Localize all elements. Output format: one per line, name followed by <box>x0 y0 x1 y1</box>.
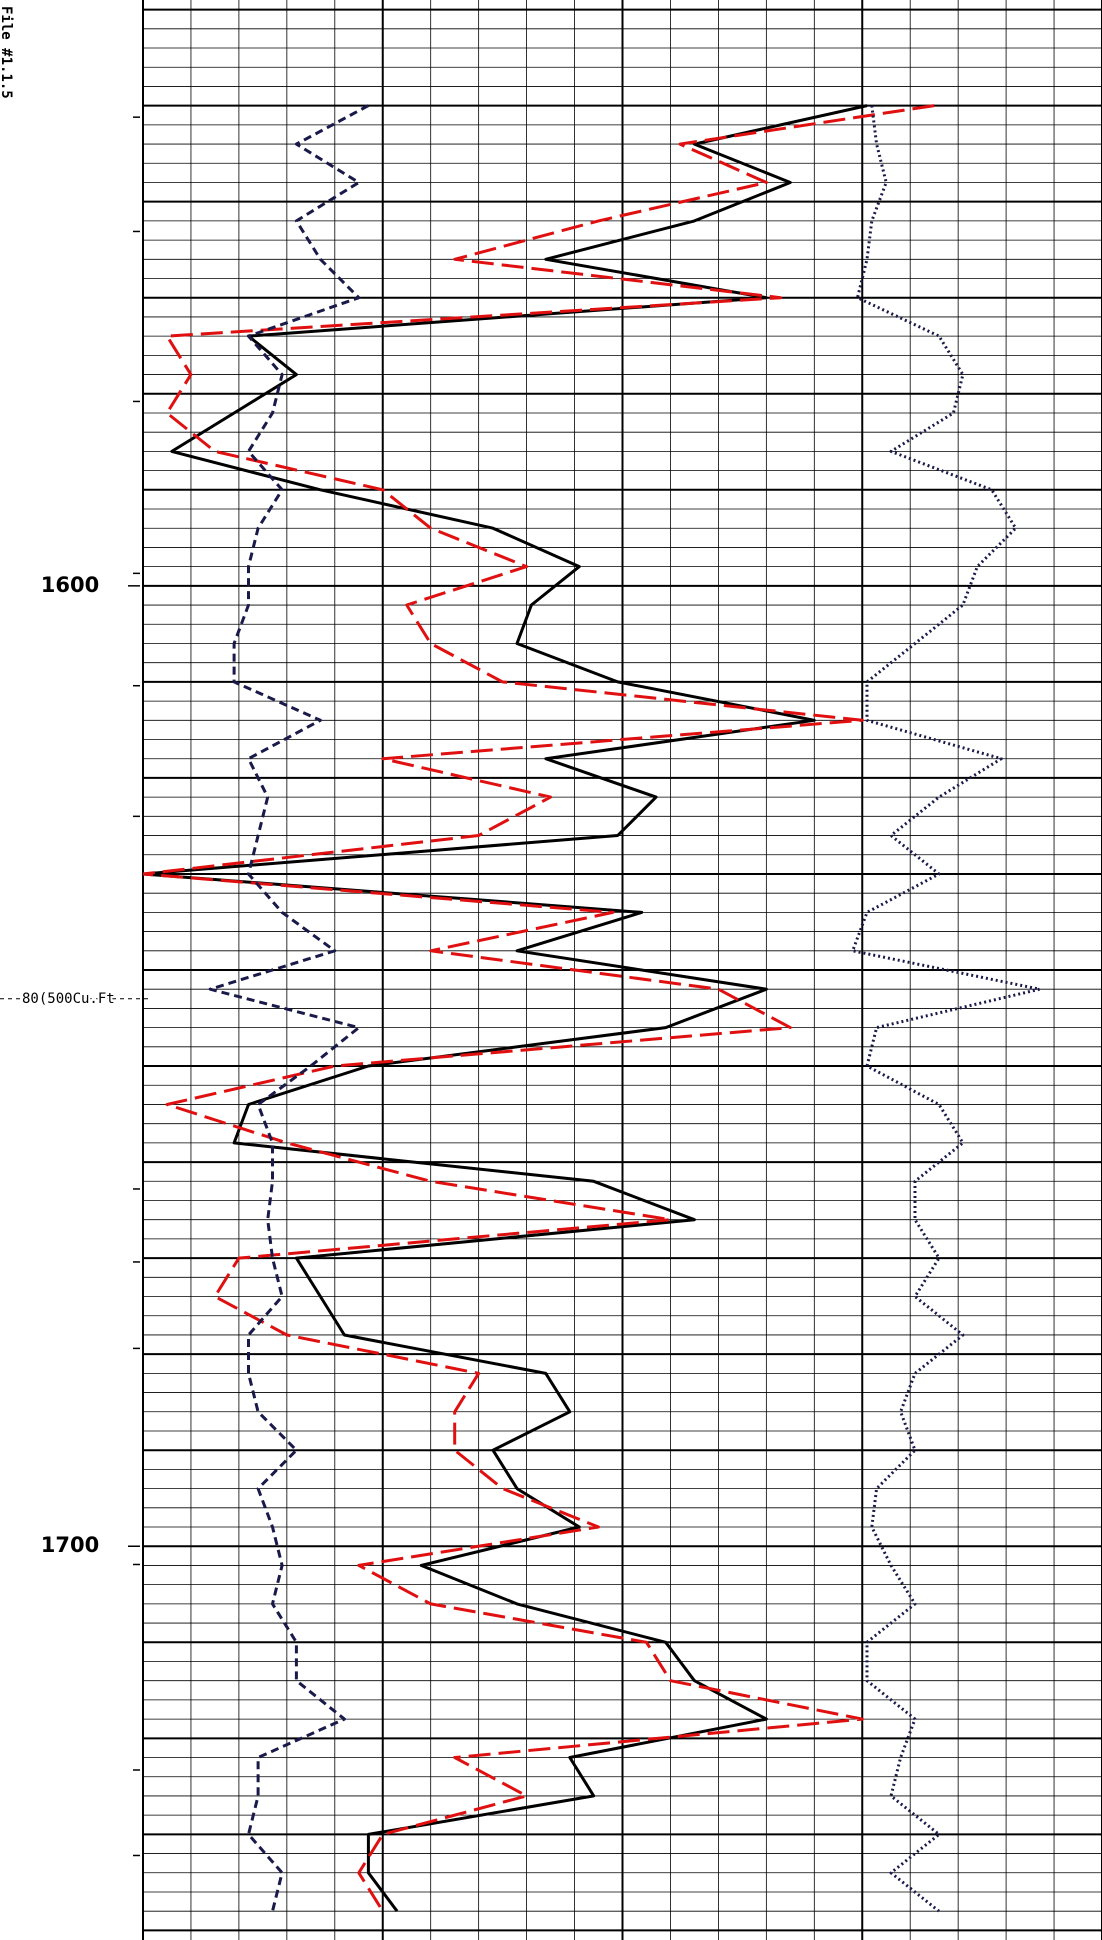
chart-title: File #1.1.5 <box>0 6 14 99</box>
curves <box>143 104 1042 1913</box>
grid <box>142 0 1102 1940</box>
log-curve <box>143 104 868 1913</box>
y-tick-label: 1600 <box>41 573 99 597</box>
log-curve <box>143 104 935 1912</box>
y-tick-label: 1700 <box>41 1533 99 1557</box>
annotation: 80(500Cu.Ft <box>22 991 115 1007</box>
log-curve <box>851 105 1042 1913</box>
